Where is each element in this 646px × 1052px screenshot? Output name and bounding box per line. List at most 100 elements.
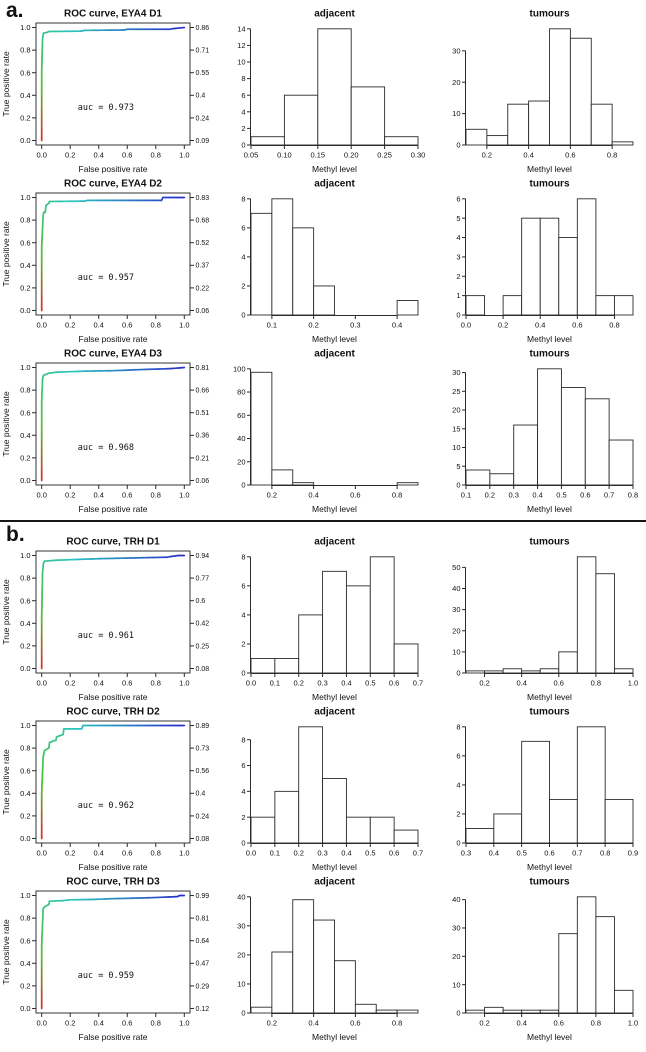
chart-a1-tumours-svg: 0.2 0.4 0.6 0.8 0 10 20 30 tumours Methyl level — [452, 9, 634, 174]
svg-text:10: 10 — [452, 443, 460, 452]
svg-text:0.37: 0.37 — [196, 263, 210, 270]
chart-a2-tumours: 0.0 0.2 0.4 0.6 0.8 0 1 2 3 4 5 6 tumours Methyl leve… — [430, 176, 645, 346]
svg-text:0.99: 0.99 — [196, 893, 210, 900]
svg-text:1.0: 1.0 — [179, 679, 189, 688]
svg-text:0.25: 0.25 — [377, 151, 392, 160]
svg-text:False positive rate: False positive rate — [79, 334, 148, 344]
svg-text:0.0: 0.0 — [20, 834, 30, 843]
svg-text:0.89: 0.89 — [196, 723, 210, 730]
chart-b1-adjacent: 0.0 0.1 0.2 0.3 0.4 0.5 0.6 0.7 0 2 4 6 8 adjacent Met… — [215, 534, 430, 704]
svg-text:0.64: 0.64 — [196, 938, 210, 945]
svg-text:0.8: 0.8 — [151, 1019, 161, 1028]
svg-text:Methyl level: Methyl level — [527, 692, 572, 702]
svg-text:ROC curve, TRH D1: ROC curve, TRH D1 — [66, 537, 160, 548]
svg-text:2: 2 — [241, 124, 245, 133]
svg-text:0.0: 0.0 — [246, 679, 256, 688]
svg-text:0.4: 0.4 — [20, 789, 30, 798]
svg-text:1.0: 1.0 — [628, 1019, 638, 1028]
svg-text:0.06: 0.06 — [196, 478, 210, 485]
svg-text:0.3: 0.3 — [317, 849, 327, 858]
svg-text:30: 30 — [237, 921, 245, 930]
chart-a1-adjacent-svg: 0.05 0.10 0.15 0.20 0.25 0.30 0 2 4 6 8 10 12 14 adjac… — [237, 9, 426, 175]
svg-text:Methyl level: Methyl level — [527, 504, 572, 514]
svg-text:0.8: 0.8 — [20, 574, 30, 583]
svg-text:5: 5 — [456, 214, 460, 223]
svg-text:0.2: 0.2 — [20, 283, 30, 292]
panel-b-grid: 0.0 0.2 0.4 0.6 0.8 1.0 0.0 0.2 0.4 0.6 0.8 1.0 0.94… — [0, 534, 646, 1044]
svg-text:0.0: 0.0 — [461, 321, 471, 330]
svg-text:0.2: 0.2 — [485, 491, 495, 500]
svg-text:0.4: 0.4 — [94, 151, 104, 160]
svg-text:0.6: 0.6 — [122, 321, 132, 330]
svg-text:6: 6 — [241, 761, 245, 770]
svg-text:2: 2 — [241, 813, 245, 822]
svg-text:0.4: 0.4 — [94, 679, 104, 688]
svg-text:0.6: 0.6 — [122, 1019, 132, 1028]
svg-text:0.6: 0.6 — [389, 849, 399, 858]
svg-text:Methyl level: Methyl level — [312, 692, 357, 702]
svg-text:0.22: 0.22 — [196, 285, 210, 292]
svg-text:0: 0 — [456, 481, 460, 490]
svg-text:Methyl level: Methyl level — [527, 862, 572, 872]
svg-text:0: 0 — [456, 141, 460, 150]
svg-text:1.0: 1.0 — [20, 23, 30, 32]
svg-text:False positive rate: False positive rate — [79, 164, 148, 174]
svg-text:0.2: 0.2 — [498, 321, 508, 330]
svg-text:Methyl level: Methyl level — [312, 1032, 357, 1042]
svg-text:tumours: tumours — [530, 537, 570, 548]
svg-text:0.0: 0.0 — [36, 1019, 46, 1028]
svg-text:Methyl level: Methyl level — [527, 334, 572, 344]
svg-text:0.4: 0.4 — [20, 431, 30, 440]
svg-text:0.47: 0.47 — [196, 961, 210, 968]
svg-text:Methyl level: Methyl level — [312, 334, 357, 344]
svg-text:0.4: 0.4 — [20, 619, 30, 628]
svg-text:0.5: 0.5 — [516, 849, 526, 858]
svg-text:tumours: tumours — [530, 179, 570, 190]
svg-text:0.2: 0.2 — [20, 641, 30, 650]
chart-a3-tumours-svg: 0.1 0.2 0.3 0.4 0.5 0.6 0.7 0.8 0 5 10 15 20 25 30 tumo… — [452, 349, 638, 515]
svg-text:0.4: 0.4 — [20, 261, 30, 270]
svg-text:2: 2 — [241, 640, 245, 649]
svg-text:8: 8 — [241, 194, 245, 203]
svg-text:0.2: 0.2 — [20, 113, 30, 122]
svg-text:4: 4 — [241, 107, 245, 116]
svg-text:ROC curve, TRH D3: ROC curve, TRH D3 — [66, 877, 160, 888]
svg-text:0.51: 0.51 — [196, 410, 210, 417]
panel-a-label: a. — [6, 0, 24, 22]
svg-text:0.2: 0.2 — [308, 321, 318, 330]
svg-text:1.0: 1.0 — [628, 679, 638, 688]
svg-text:True positive rate: True positive rate — [1, 51, 11, 117]
svg-text:40: 40 — [237, 892, 245, 901]
svg-text:True positive rate: True positive rate — [1, 221, 11, 287]
svg-text:1.0: 1.0 — [179, 849, 189, 858]
svg-text:0.08: 0.08 — [196, 666, 210, 673]
chart-a3-tumours: 0.1 0.2 0.3 0.4 0.5 0.6 0.7 0.8 0 5 10 15 20 25 30 tumo… — [430, 346, 645, 516]
svg-text:ROC curve, EYA4 D1: ROC curve, EYA4 D1 — [64, 9, 162, 20]
svg-text:0.1: 0.1 — [270, 849, 280, 858]
svg-text:0.06: 0.06 — [196, 308, 210, 315]
svg-text:0.6: 0.6 — [350, 1019, 360, 1028]
svg-text:1.0: 1.0 — [20, 891, 30, 900]
svg-text:2: 2 — [241, 282, 245, 291]
svg-text:2: 2 — [456, 272, 460, 281]
svg-text:0.4: 0.4 — [523, 151, 533, 160]
svg-text:0.3: 0.3 — [317, 679, 327, 688]
svg-text:0.55: 0.55 — [196, 70, 210, 77]
chart-a1-roc-svg: 0.0 0.2 0.4 0.6 0.8 1.0 0.0 0.2 0.4 0.6 0.8 1.0 0.86… — [1, 9, 210, 175]
chart-a3-adjacent-svg: 0.2 0.4 0.6 0.8 0 20 40 60 80 100 adjacent Methyl l… — [233, 349, 419, 514]
chart-b2-tumours: 0.3 0.4 0.5 0.6 0.7 0.8 0.9 0 2 4 6 8 tumours Methyl … — [430, 704, 645, 874]
svg-text:20: 20 — [237, 951, 245, 960]
svg-text:0.4: 0.4 — [196, 93, 206, 100]
svg-text:0.7: 0.7 — [604, 491, 614, 500]
svg-text:0.7: 0.7 — [413, 679, 423, 688]
svg-text:0.0: 0.0 — [20, 476, 30, 485]
svg-text:0.30: 0.30 — [411, 151, 426, 160]
svg-text:0.6: 0.6 — [20, 766, 30, 775]
svg-text:0.0: 0.0 — [36, 849, 46, 858]
chart-a3-adjacent: 0.2 0.4 0.6 0.8 0 20 40 60 80 100 adjacent Methyl l… — [215, 346, 430, 516]
svg-text:0.6: 0.6 — [580, 491, 590, 500]
svg-text:20: 20 — [452, 952, 460, 961]
chart-b3-roc-svg: 0.0 0.2 0.4 0.6 0.8 1.0 0.0 0.2 0.4 0.6 0.8 1.0 0.99… — [1, 877, 210, 1043]
chart-a2-tumours-svg: 0.0 0.2 0.4 0.6 0.8 0 1 2 3 4 5 6 tumours Methyl leve… — [456, 179, 634, 344]
svg-text:0.25: 0.25 — [196, 643, 210, 650]
